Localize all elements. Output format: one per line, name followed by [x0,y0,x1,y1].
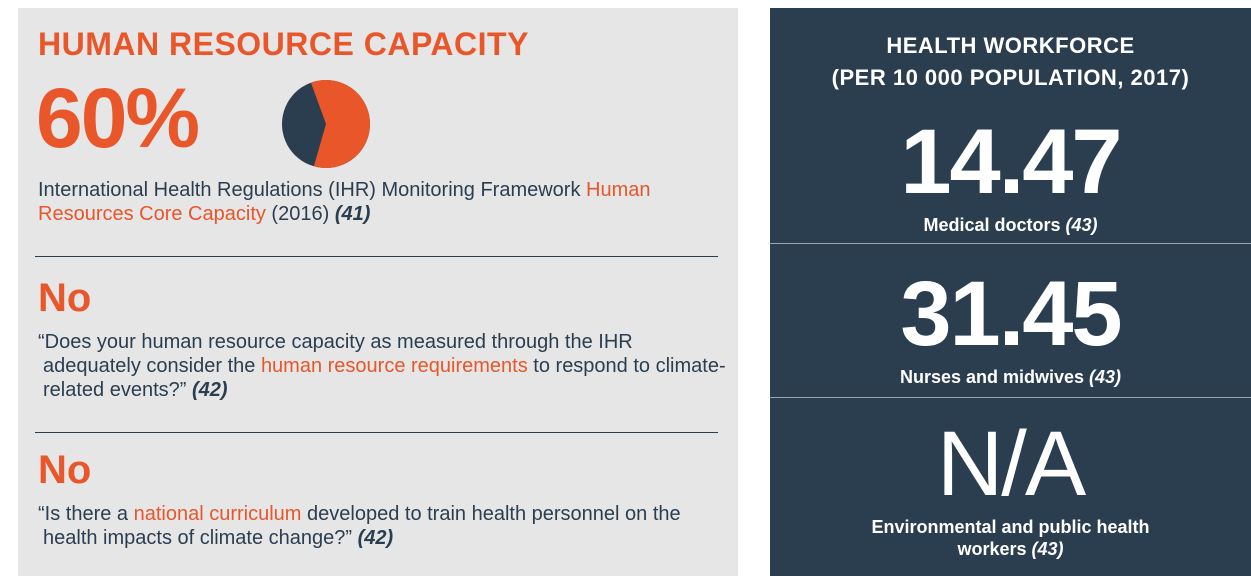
stat: N/A Environmental and public health worke… [770,418,1251,560]
pie [282,80,370,168]
reference: (42) [357,527,394,549]
text: developed to train health personnel on t… [43,503,681,549]
text: (2016) [265,203,335,225]
text: Medical doctors [923,215,1066,235]
pie-slice [310,80,370,168]
question: “Is there a national curriculum develope… [38,502,703,550]
stat-value: 31.45 [900,263,1122,365]
text: International Health Regulations (IHR) M… [38,179,587,201]
highlight: national curriculum [133,503,302,525]
reference: (42) [191,379,228,401]
text: Nurses and midwives [899,367,1090,387]
text: Environmental and public health workers [871,517,1150,559]
question: “Does your human resource capacity as me… [38,330,733,402]
panel-title: HEALTH WORKFORCE (PER 10 000 POPULATION, … [770,30,1251,94]
reference: (41) [334,203,371,225]
answer: No [38,276,92,320]
stat-label: Medical doctors (43) [871,214,1151,236]
title-line: (PER 10 000 POPULATION, 2017) [831,65,1190,90]
title-line: HEALTH WORKFORCE [886,33,1135,58]
divider [770,397,1251,398]
stat: 31.45 Nurses and midwives (43) [770,268,1251,388]
divider [35,432,718,433]
stat: 14.47 Medical doctors (43) [770,116,1251,236]
divider [770,243,1251,244]
panel-title: HUMAN RESOURCE CAPACITY [38,26,529,62]
divider [35,256,718,257]
text: to respond to climate-related events?” [43,355,726,401]
stat-value: 14.47 [900,111,1122,213]
percent-label: 60% [36,71,200,165]
reference: (43) [1065,215,1098,235]
highlight: human resource requirements [260,355,528,377]
stat-value: N/A [936,413,1086,515]
right-panel: HEALTH WORKFORCE (PER 10 000 POPULATION, … [770,8,1251,576]
reference: (43) [1031,539,1064,559]
stat-label: Environmental and public health workers … [871,516,1151,560]
text: “Is there a [38,503,134,525]
left-panel: HUMAN RESOURCE CAPACITY 60% Internationa… [18,8,738,576]
reference: (43) [1089,367,1122,387]
description: International Health Regulations (IHR) M… [38,178,658,226]
highlight: Human Resources Core Capacity [38,179,651,225]
answer: No [38,448,92,492]
stat-label: Nurses and midwives (43) [871,366,1151,388]
text: “Does your human resource capacity as me… [38,331,633,377]
